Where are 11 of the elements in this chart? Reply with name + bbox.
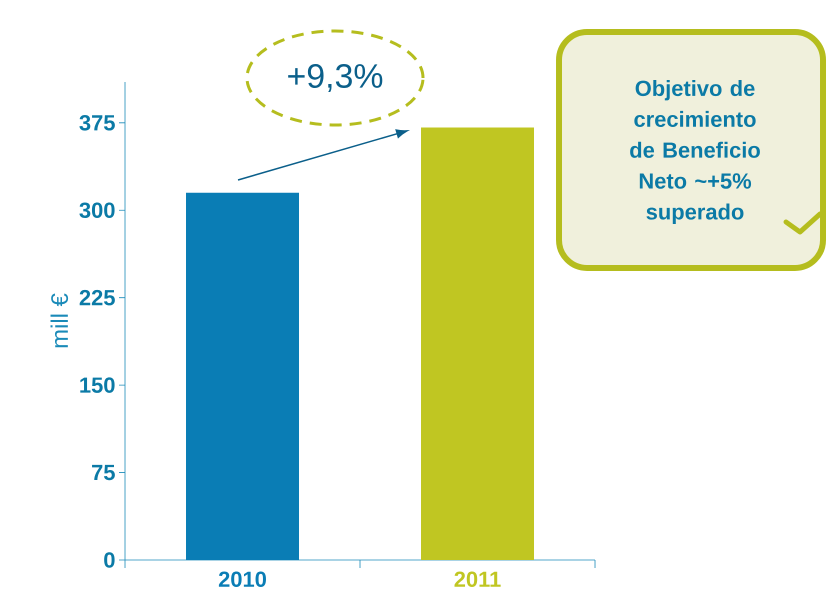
y-axis-title: mill € <box>50 293 68 348</box>
text: Objetivo de crecimiento de Beneficio Neto ~+5% superado <box>630 80 760 224</box>
y-tick-label: 0 <box>104 552 115 568</box>
y-tick-label: 225 <box>80 290 115 306</box>
annotation: +9,3% <box>288 64 382 92</box>
y-tick-label: 75 <box>92 464 115 480</box>
y-tick-label: 150 <box>80 377 115 393</box>
y-tick-label: 300 <box>79 202 115 218</box>
x-tick-label: 2010 <box>218 571 266 588</box>
y-tick-label: 375 <box>79 115 115 131</box>
x-tick-label: 2011 <box>454 571 501 588</box>
